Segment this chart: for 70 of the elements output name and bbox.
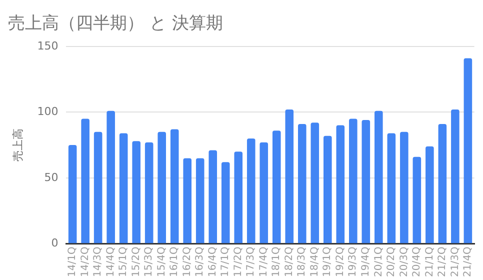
bar (208, 150, 218, 244)
x-tick-label: 14/2Q (80, 246, 91, 277)
y-tick-label: 50 (44, 170, 58, 184)
bar (412, 156, 422, 244)
bar (272, 130, 281, 244)
bar (298, 124, 306, 244)
x-tick-label: 19/2Q (334, 246, 346, 277)
bar (349, 118, 358, 244)
x-tick-label: 21/1Q (424, 246, 436, 277)
bar (310, 122, 320, 244)
x-tick-label: 20/2Q (386, 246, 398, 277)
x-tick-label: 19/1Q (322, 246, 334, 277)
bar (374, 110, 383, 244)
bar (336, 125, 345, 244)
bar (324, 136, 332, 244)
x-tick-label: 16/2Q (182, 246, 193, 277)
x-tick-label: 19/3Q (348, 246, 359, 277)
bar (464, 58, 472, 244)
x-tick-label: 18/2Q (284, 246, 295, 277)
bar (387, 133, 396, 244)
x-tick-label: 18/4Q (309, 246, 320, 277)
bar (170, 129, 179, 244)
x-tick-label: 14/4Q (105, 246, 116, 277)
bar (119, 133, 128, 244)
chart-title: 売上高（四半期） と 決算期 (8, 14, 223, 34)
bar (196, 158, 204, 244)
x-tick-label: 16/1Q (169, 246, 180, 277)
bar (68, 145, 77, 244)
x-tick-label: 15/4Q (156, 246, 168, 277)
bar (94, 132, 102, 244)
x-tick-label: 20/4Q (412, 246, 423, 277)
x-tick-label: 16/3Q (194, 246, 206, 277)
x-tick-label: 14/1Q (67, 246, 78, 277)
x-tick-label: 20/3Q (398, 246, 410, 277)
bar (451, 110, 460, 244)
y-tick-label: 100 (37, 105, 58, 118)
y-tick-label: 150 (37, 39, 58, 52)
x-tick-label: 15/3Q (144, 246, 155, 277)
bar (81, 118, 90, 244)
bar (221, 162, 230, 244)
x-tick-label: 21/4Q (462, 246, 474, 277)
bar (400, 132, 408, 244)
x-tick-label: 17/3Q (246, 246, 257, 277)
bar (106, 110, 115, 244)
x-tick-label: 17/2Q (232, 246, 244, 277)
x-tick-label: 19/4Q (360, 246, 372, 277)
bar (260, 142, 268, 244)
bar (132, 141, 140, 244)
y-tick-label: 0 (51, 236, 58, 250)
x-tick-label: 18/3Q (296, 246, 308, 277)
x-tick-label: 21/2Q (437, 246, 448, 277)
x-tick-label: 18/1Q (271, 246, 282, 277)
bar (426, 146, 434, 244)
bar (234, 152, 243, 244)
x-tick-label: 21/3Q (450, 246, 461, 277)
bar (362, 120, 370, 244)
bar (183, 158, 192, 244)
x-tick-label: 17/4Q (258, 246, 270, 277)
x-tick-label: 14/3Q (92, 246, 104, 277)
bar (246, 138, 256, 244)
x-tick-label: 15/2Q (130, 246, 142, 277)
y-axis-title: 売上高 (11, 128, 24, 162)
bar (158, 132, 166, 244)
x-tick-label: 16/4Q (207, 246, 218, 277)
bar (285, 110, 294, 244)
x-tick-label: 17/1Q (220, 246, 232, 277)
x-tick-label: 20/1Q (373, 246, 384, 277)
bar (144, 142, 154, 244)
bar (438, 124, 447, 244)
x-tick-label: 15/1Q (118, 246, 130, 277)
